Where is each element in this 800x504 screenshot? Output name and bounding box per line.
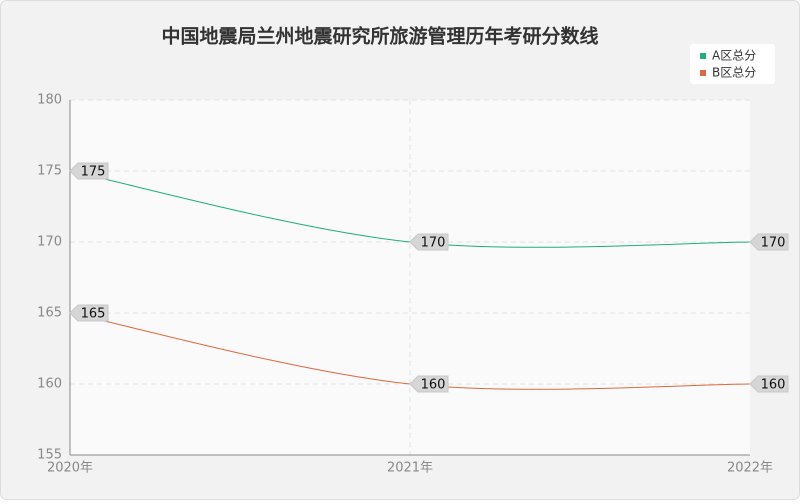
- y-tick-label: 155: [37, 448, 62, 463]
- legend-label: B区总分: [712, 66, 756, 80]
- legend-label: A区总分: [712, 49, 756, 63]
- y-tick-label: 160: [37, 377, 62, 392]
- plot-area: [70, 100, 750, 455]
- y-tick-label: 170: [37, 235, 62, 250]
- legend-box: [690, 44, 775, 84]
- y-tick-label: 175: [37, 164, 62, 179]
- data-label-bg: [409, 233, 449, 251]
- chart-title: 中国地震局兰州地震研究所旅游管理历年考研分数线: [161, 25, 598, 48]
- data-label-bg: [749, 375, 789, 393]
- data-label-bg: [69, 162, 109, 180]
- x-tick-label: 2021年: [387, 461, 433, 476]
- data-label: 170: [761, 236, 786, 251]
- data-label-bg: [69, 304, 109, 322]
- data-label-bg: [409, 375, 449, 393]
- data-label: 175: [81, 165, 106, 180]
- data-label: 165: [81, 307, 106, 322]
- x-tick-label: 2020年: [47, 461, 93, 476]
- x-tick-label: 2022年: [727, 461, 773, 476]
- data-label: 160: [421, 378, 446, 393]
- y-tick-label: 165: [37, 306, 62, 321]
- legend-swatch: [700, 53, 706, 59]
- data-label: 160: [761, 378, 786, 393]
- data-label: 170: [421, 236, 446, 251]
- data-label-bg: [749, 233, 789, 251]
- legend-swatch: [700, 70, 706, 76]
- y-tick-label: 180: [37, 93, 62, 108]
